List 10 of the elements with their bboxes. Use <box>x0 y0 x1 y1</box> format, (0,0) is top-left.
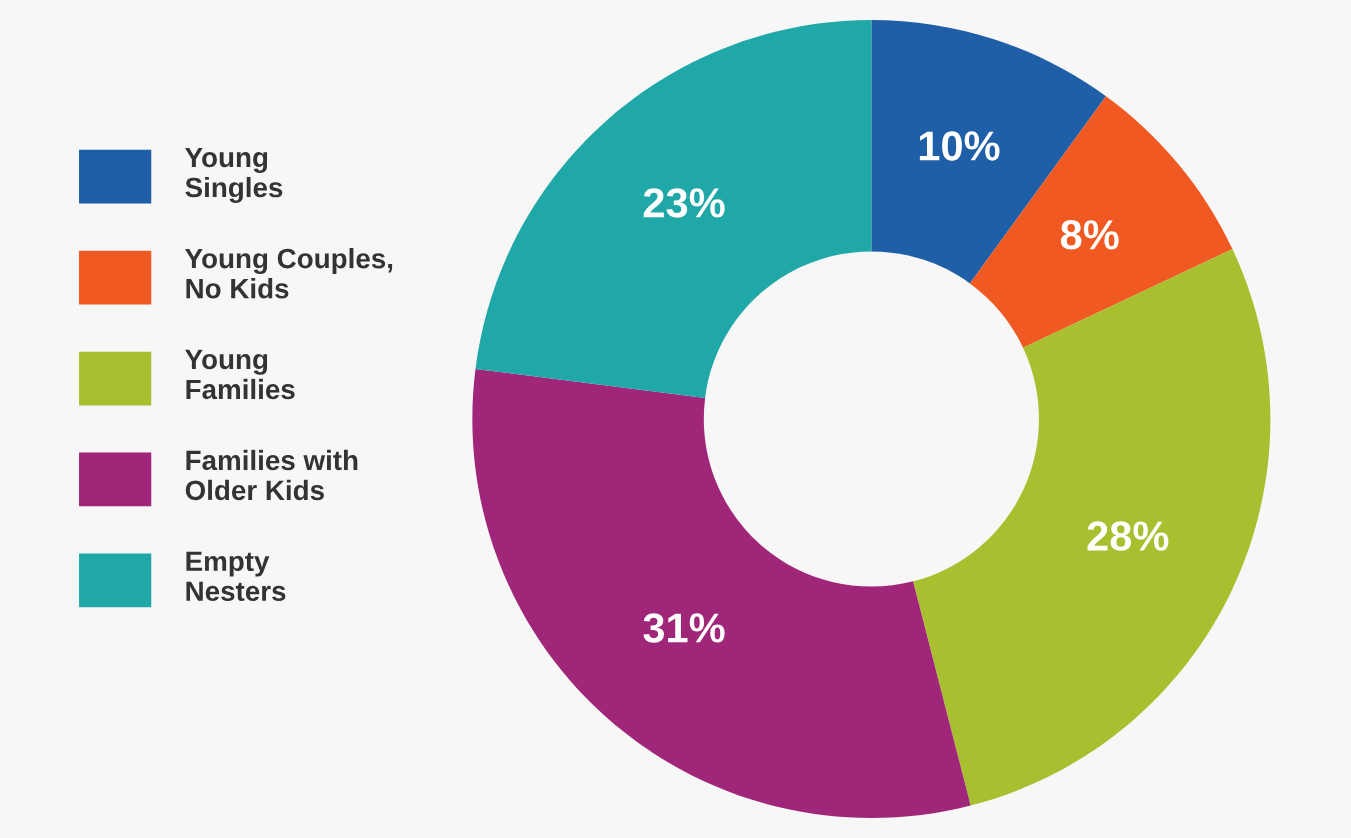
legend-label: Young Couples, No Kids <box>185 247 393 299</box>
legend-label: Families with Older Kids <box>185 449 358 501</box>
data-label: 23% <box>643 188 725 218</box>
data-label: 31% <box>643 613 725 643</box>
data-label: 8% <box>1060 220 1119 250</box>
legend-label: Empty Nesters <box>186 551 286 602</box>
data-label: 28% <box>1087 521 1169 551</box>
data-label: 10% <box>919 131 1000 161</box>
legend-label: Young Families <box>185 349 295 400</box>
legend-label: Young Singles <box>185 147 283 203</box>
